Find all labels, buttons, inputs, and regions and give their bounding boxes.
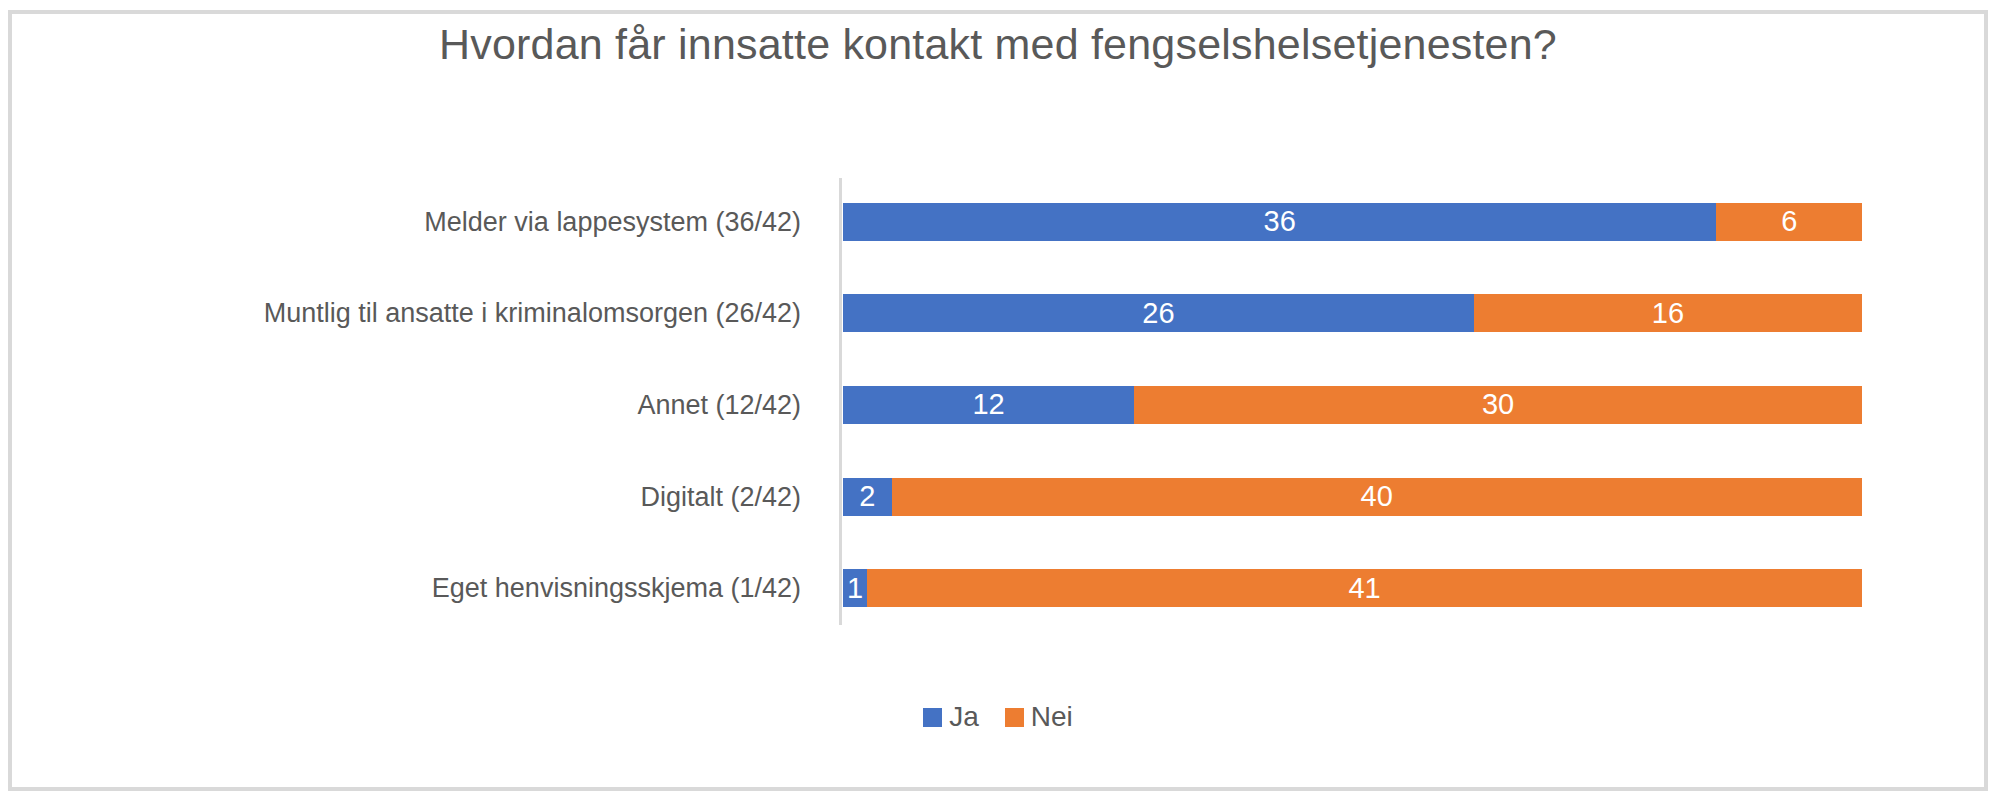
bar-segment-nei: 41 bbox=[867, 569, 1862, 607]
bar-segment-ja: 1 bbox=[843, 569, 867, 607]
data-label: 30 bbox=[1482, 388, 1514, 421]
legend: Ja Nei bbox=[0, 701, 1996, 733]
legend-label-nei: Nei bbox=[1031, 701, 1073, 733]
data-label: 36 bbox=[1264, 205, 1296, 238]
chart-row: Digitalt (2/42) 2 40 bbox=[0, 451, 1996, 543]
bar-track: 1 41 bbox=[843, 569, 1862, 607]
legend-label-ja: Ja bbox=[949, 701, 979, 733]
bar-segment-ja: 12 bbox=[843, 386, 1134, 424]
bar-track: 26 16 bbox=[843, 294, 1862, 332]
category-label: Eget henvisningsskjema (1/42) bbox=[0, 573, 801, 604]
bar-segment-nei: 6 bbox=[1716, 203, 1862, 241]
plot-area: Melder via lappesystem (36/42) 36 6 Muntlig… bbox=[0, 176, 1996, 634]
legend-swatch-nei bbox=[1005, 708, 1024, 727]
bar-segment-nei: 30 bbox=[1134, 386, 1862, 424]
chart-row: Melder via lappesystem (36/42) 36 6 bbox=[0, 176, 1996, 268]
bar-track: 2 40 bbox=[843, 478, 1862, 516]
bar-segment-nei: 16 bbox=[1474, 294, 1862, 332]
data-label: 16 bbox=[1652, 297, 1684, 330]
chart-row: Annet (12/42) 12 30 bbox=[0, 359, 1996, 451]
data-label: 12 bbox=[972, 388, 1004, 421]
data-label: 40 bbox=[1361, 480, 1393, 513]
data-label: 41 bbox=[1348, 572, 1380, 605]
data-label: 2 bbox=[859, 480, 875, 513]
bar-track: 12 30 bbox=[843, 386, 1862, 424]
category-label: Annet (12/42) bbox=[0, 389, 801, 420]
legend-item-ja: Ja bbox=[923, 701, 979, 733]
category-label: Digitalt (2/42) bbox=[0, 481, 801, 512]
chart-row: Muntlig til ansatte i kriminalomsorgen (… bbox=[0, 268, 1996, 360]
bar-segment-nei: 40 bbox=[892, 478, 1862, 516]
bar-segment-ja: 2 bbox=[843, 478, 892, 516]
chart-row: Eget henvisningsskjema (1/42) 1 41 bbox=[0, 542, 1996, 634]
data-label: 6 bbox=[1781, 205, 1797, 238]
bar-segment-ja: 26 bbox=[843, 294, 1474, 332]
category-label: Melder via lappesystem (36/42) bbox=[0, 206, 801, 237]
legend-item-nei: Nei bbox=[1005, 701, 1073, 733]
chart-title: Hvordan får innsatte kontakt med fengsel… bbox=[0, 20, 1996, 69]
bar-track: 36 6 bbox=[843, 203, 1862, 241]
chart-canvas: Hvordan får innsatte kontakt med fengsel… bbox=[0, 0, 1996, 801]
data-label: 1 bbox=[847, 572, 863, 605]
legend-swatch-ja bbox=[923, 708, 942, 727]
category-label: Muntlig til ansatte i kriminalomsorgen (… bbox=[0, 298, 801, 329]
bar-segment-ja: 36 bbox=[843, 203, 1716, 241]
data-label: 26 bbox=[1142, 297, 1174, 330]
